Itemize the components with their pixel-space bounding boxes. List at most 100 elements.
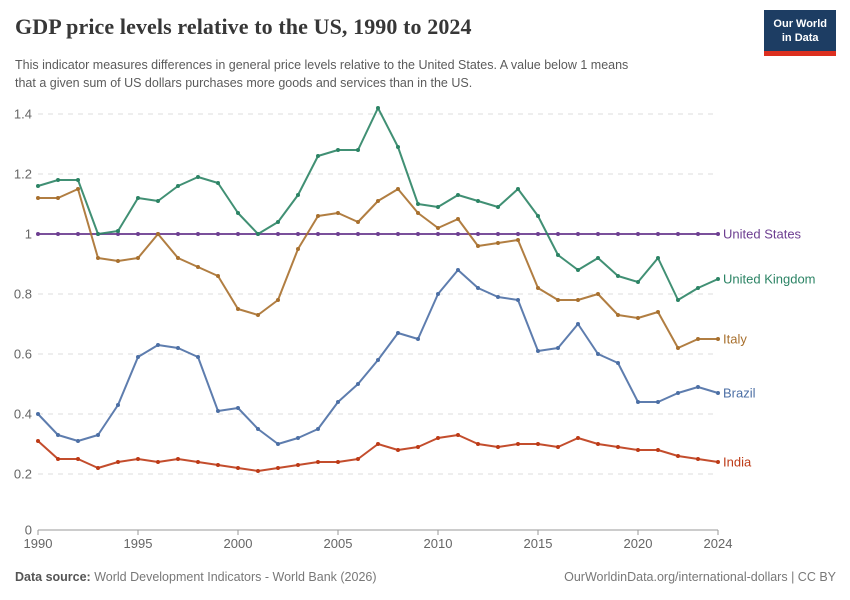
- data-point-india[interactable]: [456, 433, 460, 437]
- data-point-italy[interactable]: [216, 274, 220, 278]
- series-line-italy[interactable]: [37, 188, 719, 349]
- data-point-united-states[interactable]: [116, 232, 120, 236]
- data-point-brazil[interactable]: [316, 427, 320, 431]
- data-point-brazil[interactable]: [576, 322, 580, 326]
- data-point-brazil[interactable]: [716, 391, 720, 395]
- data-point-brazil[interactable]: [696, 385, 700, 389]
- data-point-united-states[interactable]: [376, 232, 380, 236]
- data-point-united-kingdom[interactable]: [116, 229, 120, 233]
- data-point-india[interactable]: [216, 463, 220, 467]
- data-point-united-kingdom[interactable]: [416, 202, 420, 206]
- data-point-united-kingdom[interactable]: [696, 286, 700, 290]
- data-point-united-states[interactable]: [536, 232, 540, 236]
- data-point-brazil[interactable]: [116, 403, 120, 407]
- attribution-link[interactable]: OurWorldinData.org/international-dollars…: [564, 570, 836, 584]
- data-point-italy[interactable]: [656, 310, 660, 314]
- series-label-india[interactable]: India: [723, 455, 752, 470]
- data-point-italy[interactable]: [56, 196, 60, 200]
- data-point-united-states[interactable]: [576, 232, 580, 236]
- data-point-india[interactable]: [556, 445, 560, 449]
- data-point-italy[interactable]: [156, 232, 160, 236]
- data-point-brazil[interactable]: [216, 409, 220, 413]
- data-point-italy[interactable]: [496, 241, 500, 245]
- data-point-india[interactable]: [356, 457, 360, 461]
- data-point-italy[interactable]: [76, 187, 80, 191]
- data-point-united-kingdom[interactable]: [496, 205, 500, 209]
- series-label-united-states[interactable]: United States: [723, 227, 802, 242]
- data-point-united-kingdom[interactable]: [196, 175, 200, 179]
- data-point-india[interactable]: [416, 445, 420, 449]
- data-point-italy[interactable]: [576, 298, 580, 302]
- data-point-brazil[interactable]: [376, 358, 380, 362]
- data-point-brazil[interactable]: [136, 355, 140, 359]
- data-point-united-states[interactable]: [316, 232, 320, 236]
- data-point-united-kingdom[interactable]: [216, 181, 220, 185]
- data-point-united-kingdom[interactable]: [56, 178, 60, 182]
- data-point-brazil[interactable]: [676, 391, 680, 395]
- data-point-italy[interactable]: [36, 196, 40, 200]
- data-point-brazil[interactable]: [176, 346, 180, 350]
- data-point-india[interactable]: [296, 463, 300, 467]
- data-point-italy[interactable]: [716, 337, 720, 341]
- data-point-brazil[interactable]: [56, 433, 60, 437]
- data-point-united-states[interactable]: [396, 232, 400, 236]
- data-point-italy[interactable]: [356, 220, 360, 224]
- data-point-italy[interactable]: [556, 298, 560, 302]
- data-point-italy[interactable]: [136, 256, 140, 260]
- data-point-india[interactable]: [716, 460, 720, 464]
- data-point-united-kingdom[interactable]: [516, 187, 520, 191]
- data-point-india[interactable]: [36, 439, 40, 443]
- data-point-united-kingdom[interactable]: [636, 280, 640, 284]
- data-point-india[interactable]: [616, 445, 620, 449]
- data-point-india[interactable]: [676, 454, 680, 458]
- data-point-brazil[interactable]: [596, 352, 600, 356]
- data-point-india[interactable]: [476, 442, 480, 446]
- data-point-italy[interactable]: [616, 313, 620, 317]
- data-point-italy[interactable]: [536, 286, 540, 290]
- data-point-brazil[interactable]: [236, 406, 240, 410]
- data-point-united-kingdom[interactable]: [676, 298, 680, 302]
- data-point-italy[interactable]: [316, 214, 320, 218]
- data-point-india[interactable]: [656, 448, 660, 452]
- data-point-brazil[interactable]: [516, 298, 520, 302]
- data-point-united-states[interactable]: [616, 232, 620, 236]
- data-point-united-states[interactable]: [496, 232, 500, 236]
- data-point-united-kingdom[interactable]: [396, 145, 400, 149]
- data-point-brazil[interactable]: [556, 346, 560, 350]
- data-point-united-kingdom[interactable]: [616, 274, 620, 278]
- data-point-india[interactable]: [316, 460, 320, 464]
- data-point-italy[interactable]: [236, 307, 240, 311]
- data-point-brazil[interactable]: [276, 442, 280, 446]
- data-point-united-kingdom[interactable]: [316, 154, 320, 158]
- owid-logo[interactable]: Our World in Data: [764, 10, 836, 56]
- data-point-united-states[interactable]: [176, 232, 180, 236]
- data-point-united-kingdom[interactable]: [36, 184, 40, 188]
- data-point-united-states[interactable]: [36, 232, 40, 236]
- data-point-united-states[interactable]: [436, 232, 440, 236]
- data-point-united-kingdom[interactable]: [376, 106, 380, 110]
- data-point-united-states[interactable]: [476, 232, 480, 236]
- data-point-united-states[interactable]: [716, 232, 720, 236]
- data-point-brazil[interactable]: [96, 433, 100, 437]
- data-point-united-states[interactable]: [336, 232, 340, 236]
- data-point-india[interactable]: [696, 457, 700, 461]
- data-point-brazil[interactable]: [196, 355, 200, 359]
- data-point-united-states[interactable]: [216, 232, 220, 236]
- data-point-india[interactable]: [96, 466, 100, 470]
- series-label-brazil[interactable]: Brazil: [723, 386, 756, 401]
- data-point-india[interactable]: [116, 460, 120, 464]
- data-point-italy[interactable]: [636, 316, 640, 320]
- data-point-brazil[interactable]: [416, 337, 420, 341]
- data-point-italy[interactable]: [96, 256, 100, 260]
- data-point-united-kingdom[interactable]: [716, 277, 720, 281]
- data-point-brazil[interactable]: [396, 331, 400, 335]
- data-point-united-kingdom[interactable]: [296, 193, 300, 197]
- data-point-italy[interactable]: [396, 187, 400, 191]
- data-point-brazil[interactable]: [36, 412, 40, 416]
- data-point-italy[interactable]: [376, 199, 380, 203]
- data-point-india[interactable]: [156, 460, 160, 464]
- data-point-united-kingdom[interactable]: [596, 256, 600, 260]
- data-point-brazil[interactable]: [296, 436, 300, 440]
- data-point-india[interactable]: [236, 466, 240, 470]
- data-point-india[interactable]: [636, 448, 640, 452]
